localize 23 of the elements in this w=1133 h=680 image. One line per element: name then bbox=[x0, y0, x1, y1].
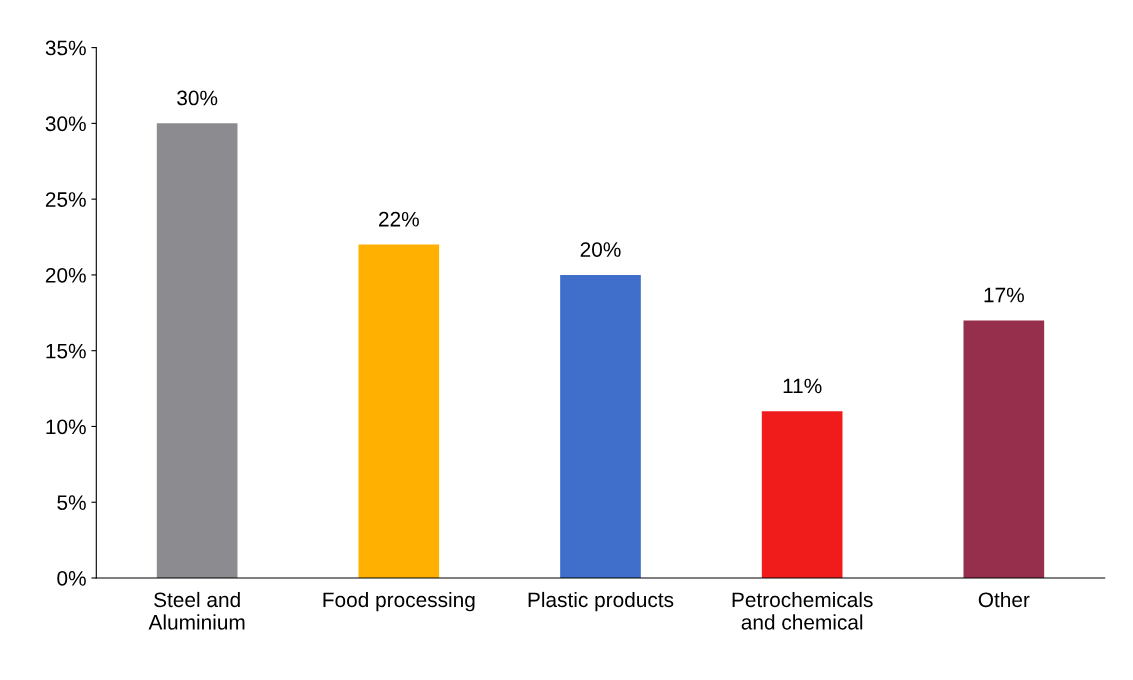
data-label: 20% bbox=[580, 242, 621, 257]
data-label: 11% bbox=[783, 378, 822, 394]
y-tick-label: 15% bbox=[46, 343, 86, 359]
y-tick-label: 25% bbox=[45, 192, 86, 207]
x-tick-label: Food processing bbox=[323, 591, 475, 612]
bar bbox=[358, 244, 440, 578]
bar bbox=[560, 274, 641, 578]
bar bbox=[761, 411, 843, 578]
y-tick-label: 0% bbox=[57, 571, 86, 586]
x-tick-label: Petrochemicals and chemical bbox=[732, 591, 873, 630]
bar bbox=[156, 123, 238, 578]
bar bbox=[963, 320, 1045, 578]
x-tick-label: Plastic products bbox=[528, 591, 674, 612]
x-tick-label: Steel and Aluminium bbox=[148, 591, 245, 630]
data-label: 17% bbox=[984, 287, 1024, 303]
y-tick-label: 5% bbox=[57, 495, 86, 510]
y-tick-label: 35% bbox=[45, 40, 86, 56]
data-label: 22% bbox=[379, 211, 419, 227]
y-tick-label: 20% bbox=[45, 267, 86, 283]
y-tick-label: 10% bbox=[46, 419, 86, 435]
x-tick-label: Other bbox=[978, 591, 1030, 608]
data-label: 30% bbox=[177, 90, 218, 106]
y-tick-label: 30% bbox=[45, 116, 86, 132]
